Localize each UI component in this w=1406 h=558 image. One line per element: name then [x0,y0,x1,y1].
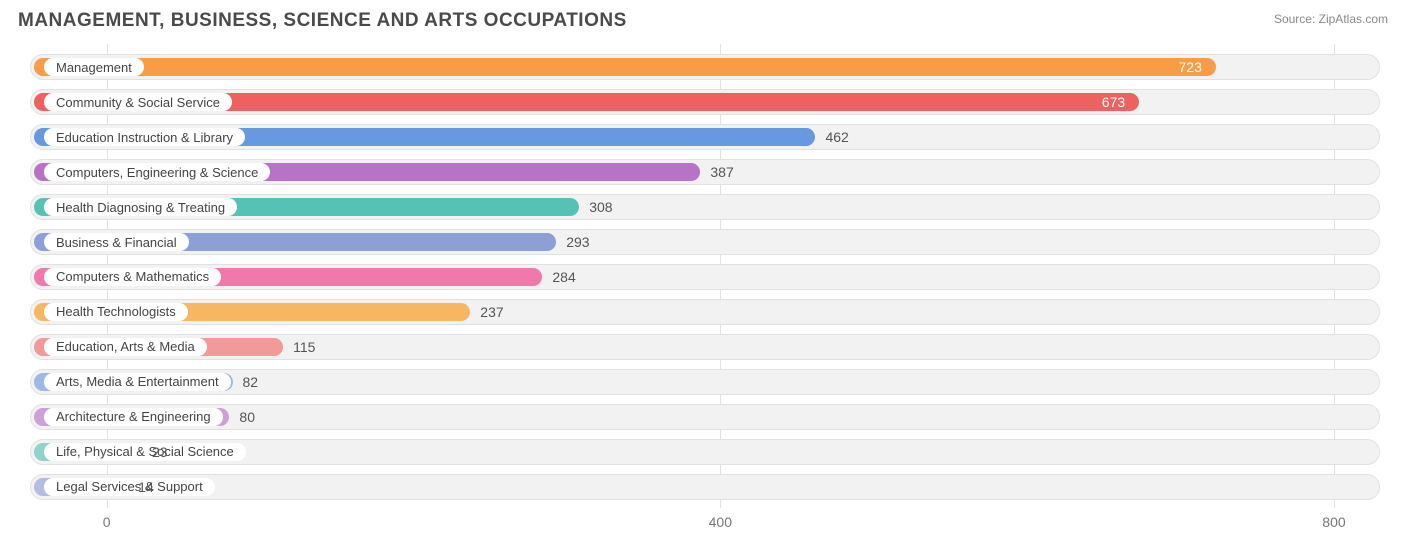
value-label: 673 [1102,89,1125,115]
bar-row: Health Diagnosing & Treating 308 [30,194,1380,220]
category-label: Management [44,58,144,76]
bar-row: Life, Physical & Social Science23 [30,439,1380,465]
bar-track [30,404,1380,430]
value-label: 308 [589,194,612,220]
x-tick-label: 400 [709,514,732,530]
value-label: 115 [293,334,315,360]
chart-title: MANAGEMENT, BUSINESS, SCIENCE AND ARTS O… [18,10,627,32]
category-label: Arts, Media & Entertainment [44,373,231,391]
category-label: Community & Social Service [44,93,232,111]
category-label: Computers, Engineering & Science [44,163,270,181]
bar-track [30,474,1380,500]
category-label: Business & Financial [44,233,189,251]
source-attribution: Source: ZipAtlas.com [1274,12,1388,26]
value-label: 462 [825,124,848,150]
category-label: Legal Services & Support [44,478,215,496]
value-label: 23 [152,439,168,465]
bar-row: Architecture & Engineering 80 [30,404,1380,430]
value-label: 723 [1179,54,1202,80]
bar-row: Computers & Mathematics 284 [30,264,1380,290]
bar-row: Arts, Media & Entertainment 82 [30,369,1380,395]
category-label: Health Diagnosing & Treating [44,198,237,216]
value-label: 80 [239,404,255,430]
x-tick-label: 800 [1322,514,1345,530]
bars-container: Management 723 Community & Social Service 6… [30,44,1380,508]
source-label: Source: [1274,12,1315,26]
bar-row: Legal Services & Support14 [30,474,1380,500]
value-label: 387 [710,159,733,185]
value-label: 293 [566,229,589,255]
category-label: Architecture & Engineering [44,408,223,426]
x-axis: 0 400 800 [30,512,1380,536]
source-value: ZipAtlas.com [1319,12,1388,26]
category-label: Education Instruction & Library [44,128,245,146]
value-label: 14 [138,474,154,500]
bar-row: Community & Social Service 673 [30,89,1380,115]
bar-row: Health Technologists 237 [30,299,1380,325]
category-label: Health Technologists [44,303,188,321]
bar-track [30,369,1380,395]
value-label: 237 [480,299,503,325]
bar-row: Management 723 [30,54,1380,80]
category-label: Life, Physical & Social Science [44,443,246,461]
value-label: 82 [243,369,259,395]
x-tick-label: 0 [103,514,111,530]
value-label: 284 [552,264,575,290]
chart-area: Management 723 Community & Social Service 6… [18,44,1388,536]
category-label: Computers & Mathematics [44,268,221,286]
bar-row: Education, Arts & Media 115 [30,334,1380,360]
plot-region: Management 723 Community & Social Service 6… [30,44,1380,508]
category-label: Education, Arts & Media [44,338,207,356]
bar-row: Computers, Engineering & Science 387 [30,159,1380,185]
bar-row: Business & Financial 293 [30,229,1380,255]
bar-fill [34,58,1216,76]
bar-row: Education Instruction & Library 462 [30,124,1380,150]
chart-header: MANAGEMENT, BUSINESS, SCIENCE AND ARTS O… [18,10,1388,32]
